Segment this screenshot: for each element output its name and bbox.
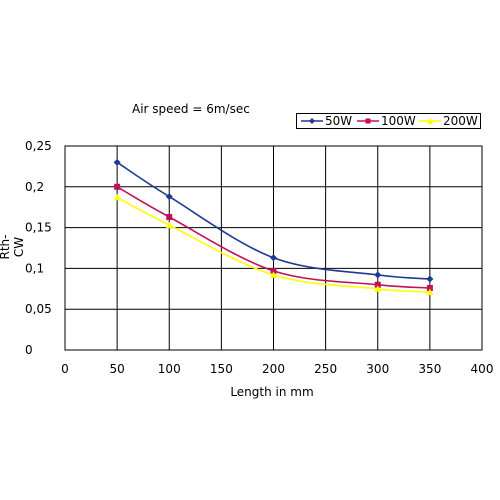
y-tick-label: 0 [25, 343, 33, 357]
data-point-100w [114, 183, 121, 190]
y-tick-label: 0,05 [25, 302, 52, 316]
x-tick-label: 300 [366, 362, 389, 376]
data-point-50w [270, 254, 277, 262]
y-tick-label: 0,2 [25, 180, 44, 194]
y-tick-labels: 0 0,05 0,1 0,15 0,2 0,25 [25, 139, 52, 357]
legend-label-200w: 200W [443, 114, 478, 128]
y-tick-label: 0,15 [25, 221, 52, 235]
x-tick-label: 250 [314, 362, 337, 376]
x-tick-label: 150 [210, 362, 233, 376]
data-point-50w [374, 271, 382, 279]
x-tick-label: 200 [262, 362, 285, 376]
series-group [113, 158, 434, 296]
legend: 50W 100W 200W [296, 113, 481, 129]
legend-label-100w: 100W [381, 114, 416, 128]
y-tick-label: 0,1 [25, 261, 44, 275]
chart-title: Air speed = 6m/sec [132, 102, 250, 116]
data-point-100w [166, 213, 173, 220]
data-point-100w [270, 267, 277, 274]
data-point-200w [165, 221, 173, 229]
y-tick-label: 0,25 [25, 139, 52, 153]
data-point-200w [270, 271, 277, 278]
x-tick-label: 100 [158, 362, 181, 376]
data-point-200w [113, 193, 121, 201]
x-tick-labels: 0 50 100 150 200 250 300 350 400 [61, 362, 493, 376]
data-point-100w [374, 281, 381, 288]
x-tick-label: 400 [471, 362, 494, 376]
data-point-200w [374, 285, 382, 292]
legend-swatch-50w [301, 118, 323, 124]
data-point-200w [426, 288, 434, 296]
x-tick-label: 0 [61, 362, 69, 376]
legend-swatch-200w [419, 118, 441, 124]
data-point-50w [426, 275, 434, 283]
legend-swatch-100w [357, 118, 379, 124]
legend-label-50w: 50W [325, 114, 353, 128]
x-tick-label: 350 [418, 362, 441, 376]
data-point-50w [165, 193, 173, 201]
data-point-50w [113, 158, 121, 166]
y-axis-label: Rth-CW [0, 234, 26, 260]
x-axis-label: Length in mm [230, 385, 314, 399]
data-point-100w [426, 284, 433, 291]
x-tick-label: 50 [109, 362, 124, 376]
